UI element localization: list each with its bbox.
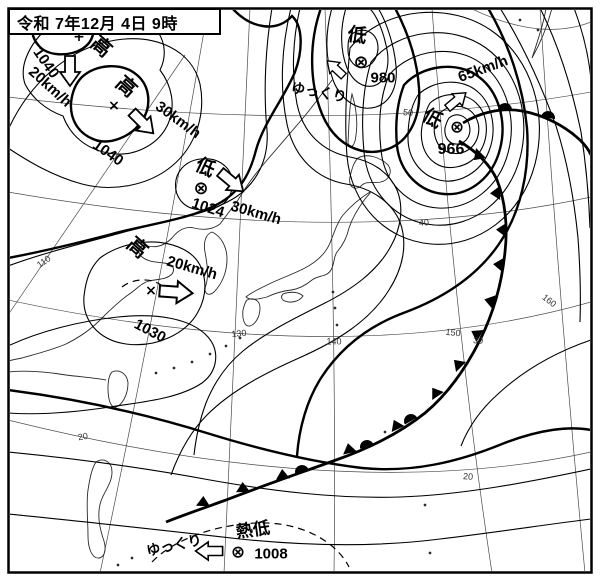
pressure-value-label: 980 <box>370 69 396 87</box>
low-kanji: 低 <box>346 24 368 48</box>
movement-arrow-icon <box>158 279 195 305</box>
movement-arrow-icon <box>194 540 224 562</box>
warm-front-line <box>462 108 590 156</box>
longitude-label: 110 <box>34 253 53 270</box>
low-center-symbol: ⊗ <box>230 542 246 563</box>
high-kanji: 高 <box>122 233 152 263</box>
movement-speed-label: 65km/h <box>455 52 511 86</box>
movement-speed-label: ゆっくり <box>144 531 204 559</box>
latitude-label: 40 <box>418 217 430 228</box>
high-kanji: 高 <box>111 72 141 102</box>
longitude-label: 150 <box>445 326 462 339</box>
chart-datetime-box: 令和 7年12月 4日 9時 <box>8 8 221 35</box>
longitude-label: 140 <box>326 336 342 347</box>
movement-speed-label: 30km/h <box>152 97 204 143</box>
pressure-value-label: 1030 <box>131 315 169 347</box>
pressure-value-label: 1008 <box>254 545 288 563</box>
longitude-label: 130 <box>230 327 247 340</box>
high-kanji: 高 <box>86 32 116 62</box>
longitude-label: 160 <box>540 292 559 310</box>
high-center-mark: × <box>108 98 120 114</box>
latitude-label: 20 <box>77 430 89 443</box>
isobar-value-label: 1040 <box>89 136 127 170</box>
isobars <box>10 10 590 568</box>
pressure-value-label: 966 <box>437 141 465 158</box>
movement-speed-label: 20km/h <box>164 252 220 284</box>
low-kanji: 低 <box>418 105 446 133</box>
pressure-value-label: 1024 <box>189 194 227 222</box>
movement-arrow-icon <box>326 60 348 80</box>
movement-speed-label: 30km/h <box>228 197 284 229</box>
chart-datetime-label: 令和 7年12月 4日 9時 <box>17 15 178 33</box>
movement-arrow-icon <box>443 91 467 113</box>
low-center-symbol: ⊗ <box>449 117 465 138</box>
tropical-low-kanji: 熱低 <box>234 518 272 542</box>
movement-arrow-icon <box>215 166 245 193</box>
fronts <box>165 103 590 524</box>
latitude-label: 20 <box>462 471 474 482</box>
latitude-label: 30 <box>472 335 484 346</box>
cold-front-line <box>165 139 508 524</box>
latitude-label: 50 <box>402 107 414 118</box>
movement-arrow-icon <box>58 55 82 88</box>
movement-speed-label: ゆっくり <box>290 79 348 105</box>
map-frame <box>7 7 593 574</box>
movement-arrows <box>58 55 467 562</box>
low-center-symbol: ⊗ <box>193 178 209 199</box>
high-center-mark: + <box>73 29 85 45</box>
movement-arrow-icon <box>127 107 155 135</box>
high-center-mark: × <box>145 283 157 299</box>
lat-lon-grid <box>10 10 590 572</box>
front-symbols <box>196 103 555 507</box>
low-kanji: 低 <box>191 154 219 182</box>
low-center-symbol: ⊗ <box>353 52 369 73</box>
